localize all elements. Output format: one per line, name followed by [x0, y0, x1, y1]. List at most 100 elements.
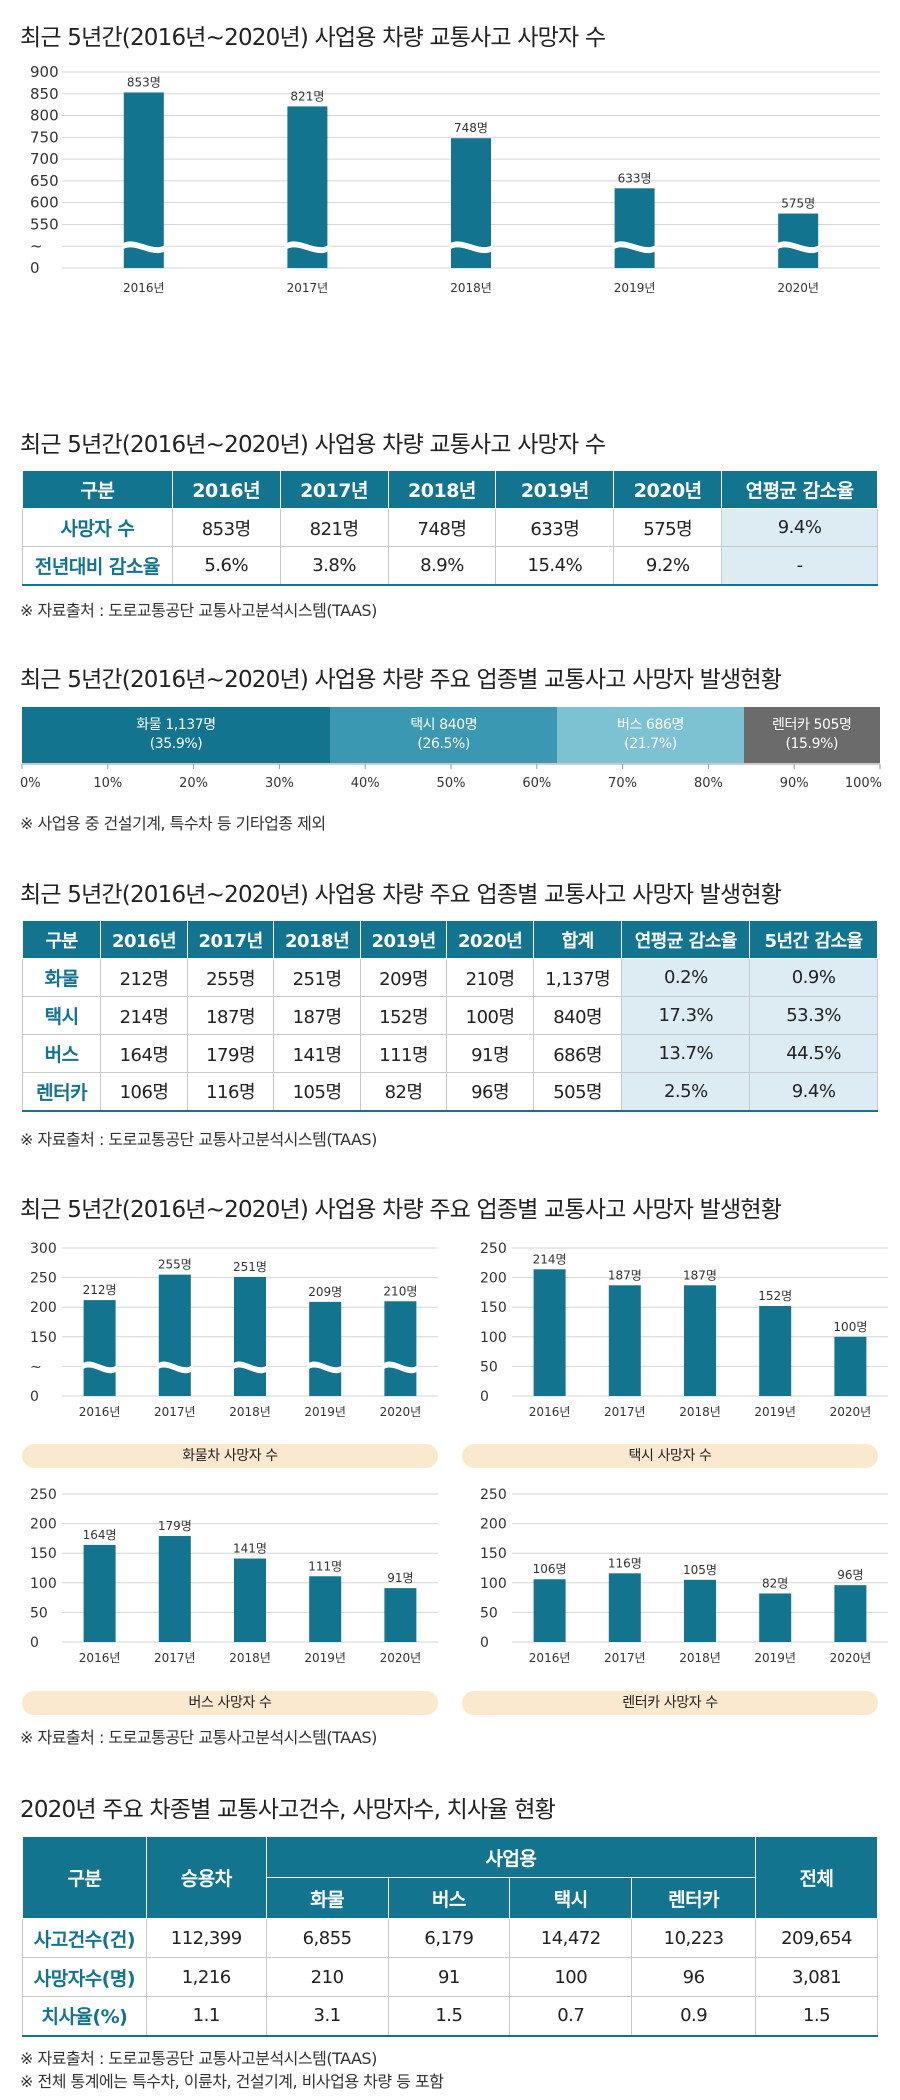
x-tick-label: 2020년 [830, 1405, 872, 1419]
table1-cell: 748명 [387, 508, 497, 547]
data-label: 152명 [758, 1289, 792, 1303]
bar [759, 1306, 792, 1396]
table-cell: 91 [387, 1957, 511, 1997]
table-cell: 91명 [446, 1034, 534, 1073]
data-label: 821명 [290, 89, 324, 103]
table1-cell: - [721, 546, 878, 586]
data-label: 100명 [833, 1320, 867, 1334]
x-tick-label: 2019년 [754, 1651, 796, 1665]
table-cell: 0.7 [509, 1996, 633, 2037]
chart3a-svg: 300 250 200 150 ~0 212명 2016년 255명 2017년 251명 2018… [30, 1241, 438, 1419]
table3-title: 2020년 주요 차종별 교통사고건수, 사망자수, 치사율 현황 [20, 1797, 556, 1823]
table1-cell: 9.2% [613, 546, 723, 586]
row-header: 버스 [21, 1034, 102, 1073]
y-tick-label: 700 [30, 150, 59, 168]
table-cell: 112,399 [145, 1918, 267, 1958]
axis-break-mark [232, 1361, 268, 1374]
data-label: 251명 [233, 1260, 267, 1274]
table-cell: 210명 [446, 958, 534, 997]
y-tick-label: 550 [30, 215, 59, 233]
chart3c-svg: 250 200 150 100 50 0 164명 2016년 179명 2017년 141명 201… [30, 1487, 438, 1665]
data-label: 116명 [608, 1556, 642, 1570]
axis-break-mark [81, 1361, 118, 1374]
table-cell: 10,223 [631, 1918, 757, 1958]
table-cell: 1.5 [387, 1996, 511, 2037]
segment-cargo: 화물 1,137명 (35.9%) [22, 707, 331, 763]
segment-label: 화물 1,137명 [136, 717, 216, 733]
data-label: 187명 [608, 1268, 642, 1282]
chart3b-caption: 택시 사망자 수 [462, 1444, 878, 1468]
y-tick-label: 650 [30, 172, 59, 190]
table3-header: 승용차 [145, 1836, 267, 1919]
x-tick-label: 2018년 [679, 1405, 721, 1419]
data-label: 748명 [454, 121, 488, 135]
table3: 구분 승용차 사업용 전체 화물 버스 택시 렌터카 사고건수(건) 112,39… [22, 1836, 878, 2037]
table1-cell: 633명 [495, 508, 615, 547]
table-row: 전년대비 감소율 5.6% 3.8% 8.9% 15.4% 9.2% - [22, 546, 878, 586]
x-tick-label: 100% [845, 776, 882, 791]
table1-cell: 15.4% [495, 546, 615, 586]
y-tick-label: 800 [30, 107, 59, 125]
y-tick-label: ~ [30, 1359, 42, 1375]
table1-cell: 853명 [171, 508, 281, 547]
y-tick-label: 150 [480, 1300, 507, 1316]
table-cell: 6,179 [387, 1918, 511, 1958]
row-header: 렌터카 [21, 1072, 102, 1112]
table-cell: 6,855 [265, 1918, 389, 1958]
table3-subheader: 렌터카 [631, 1877, 757, 1919]
bar [83, 1544, 116, 1642]
x-tick-label: 2018년 [450, 281, 492, 295]
table2-header: 2018년 [273, 920, 361, 959]
table1-cell: 575명 [613, 508, 723, 547]
table-row: 사망자수(명) 1,216 210 91 100 96 3,081 [22, 1957, 878, 1997]
table3-note2: ※ 전체 통계에는 특수차, 이륜차, 건설기계, 비사업용 차량 등 포함 [20, 2072, 444, 2091]
table-cell: 505명 [532, 1072, 623, 1112]
y-tick-label: 250 [30, 1271, 57, 1287]
table-cell: 0.2% [621, 958, 751, 997]
table2-header: 2016년 [100, 920, 188, 959]
x-tick-label: 2019년 [304, 1651, 346, 1665]
data-label: 255명 [158, 1258, 192, 1272]
table3-header: 전체 [755, 1836, 878, 1919]
table-row: 치사율(%) 1.1 3.1 1.5 0.7 0.9 1.5 [22, 1996, 878, 2037]
axis-break-mark [449, 241, 493, 254]
y-tick-label: 750 [30, 128, 59, 146]
segment-taxi: 택시 840명 (26.5%) [330, 707, 558, 763]
y-tick-label: 600 [30, 194, 59, 212]
y-tick-label: 50 [480, 1605, 498, 1621]
bar [834, 1336, 867, 1396]
table3-subheader-row: 화물 버스 택시 렌터카 [23, 1877, 878, 1919]
table1-header: 2016년 [171, 470, 281, 509]
x-tick-label: 2020년 [777, 281, 819, 295]
table-cell: 3.1 [265, 1996, 389, 2037]
x-tick-label: 80% [694, 776, 723, 791]
table-cell: 152명 [359, 996, 448, 1035]
x-tick-label: 0% [20, 776, 41, 791]
table-cell: 96명 [446, 1072, 534, 1112]
x-tick-label: 2017년 [604, 1651, 646, 1665]
table1: 구분 2016년 2017년 2018년 2019년 2020년 연평균 감소율… [22, 470, 878, 586]
table-cell: 210 [265, 1957, 389, 1997]
chart1-svg: 900 850 800 750 700 650 600 550 ~0 853명 2016년 821명 2… [30, 63, 880, 295]
bar [83, 1300, 116, 1396]
row-header: 사망자수(명) [22, 1957, 147, 1997]
table-cell: 96 [631, 1957, 757, 1997]
axis-break-mark [156, 1361, 193, 1374]
data-label: 106명 [533, 1562, 567, 1576]
segment-percent: (26.5%) [417, 736, 470, 752]
table-cell: 214명 [100, 996, 188, 1035]
y-tick-label: 200 [480, 1517, 507, 1533]
x-tick-label: 2016년 [529, 1405, 571, 1419]
table3-subheader: 버스 [387, 1877, 511, 1919]
x-tick-label: 60% [522, 776, 551, 791]
x-tick-label: 2016년 [123, 281, 165, 295]
table1-header: 연평균 감소율 [721, 470, 878, 509]
segment-rental: 렌터카 505명 (15.9%) [743, 707, 880, 763]
table-cell: 2.5% [621, 1072, 751, 1112]
table-cell: 141명 [273, 1034, 361, 1073]
x-tick-label: 2017년 [604, 1405, 646, 1419]
bar [759, 1593, 792, 1642]
table-row: 버스 164명 179명 141명 111명 91명 686명 13.7% 44.5% [21, 1034, 878, 1073]
y-tick-label: 900 [30, 63, 59, 81]
data-label: 82명 [762, 1576, 788, 1590]
